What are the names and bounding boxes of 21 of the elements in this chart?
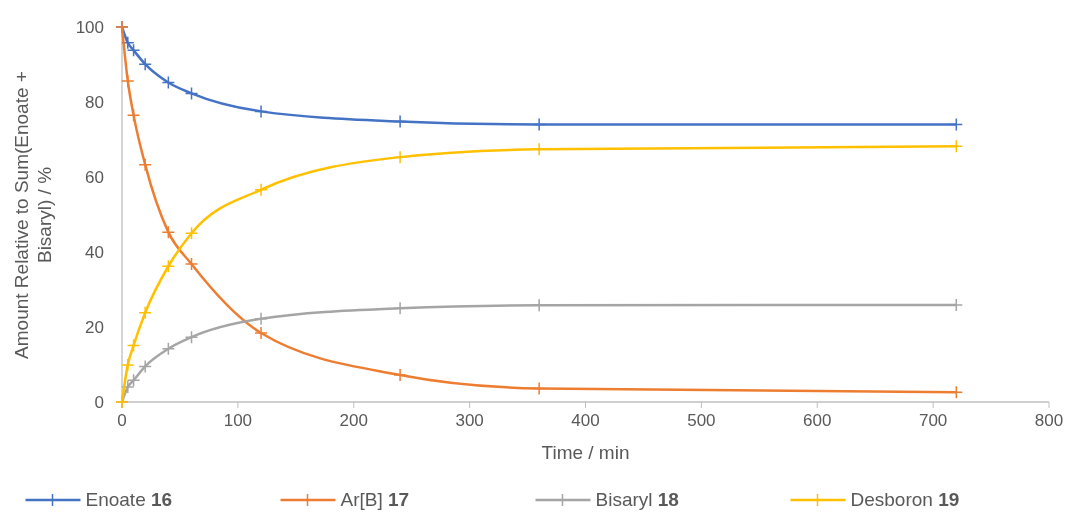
legend-label: Enoate 16 xyxy=(85,489,173,510)
y-tick-label: 80 xyxy=(85,93,104,112)
x-tick-label: 300 xyxy=(455,411,484,430)
x-tick-label: 200 xyxy=(339,411,368,430)
y-tick-label: 100 xyxy=(75,18,104,37)
x-tick-label: 100 xyxy=(223,411,253,430)
y-tick-label: 20 xyxy=(85,318,104,337)
x-tick-label: 400 xyxy=(571,411,600,430)
x-tick-label: 700 xyxy=(918,411,948,430)
x-tick-label: 500 xyxy=(687,411,716,430)
y-axis-title: Amount Relative to Sum(Enoate + Bisaryl) / % xyxy=(10,69,56,361)
y-tick-label: 0 xyxy=(94,393,104,412)
legend-label: Desboron 19 xyxy=(850,489,960,510)
x-tick-label: 0 xyxy=(117,411,127,430)
x-axis-title: Time / min xyxy=(541,442,630,463)
legend-label: Bisaryl 18 xyxy=(595,489,679,510)
y-tick-label: 40 xyxy=(85,243,104,262)
x-tick-label: 800 xyxy=(1034,411,1064,430)
x-tick-label: 600 xyxy=(803,411,832,430)
y-tick-label: 60 xyxy=(85,168,104,187)
legend-label: Ar[B] 17 xyxy=(340,489,410,510)
